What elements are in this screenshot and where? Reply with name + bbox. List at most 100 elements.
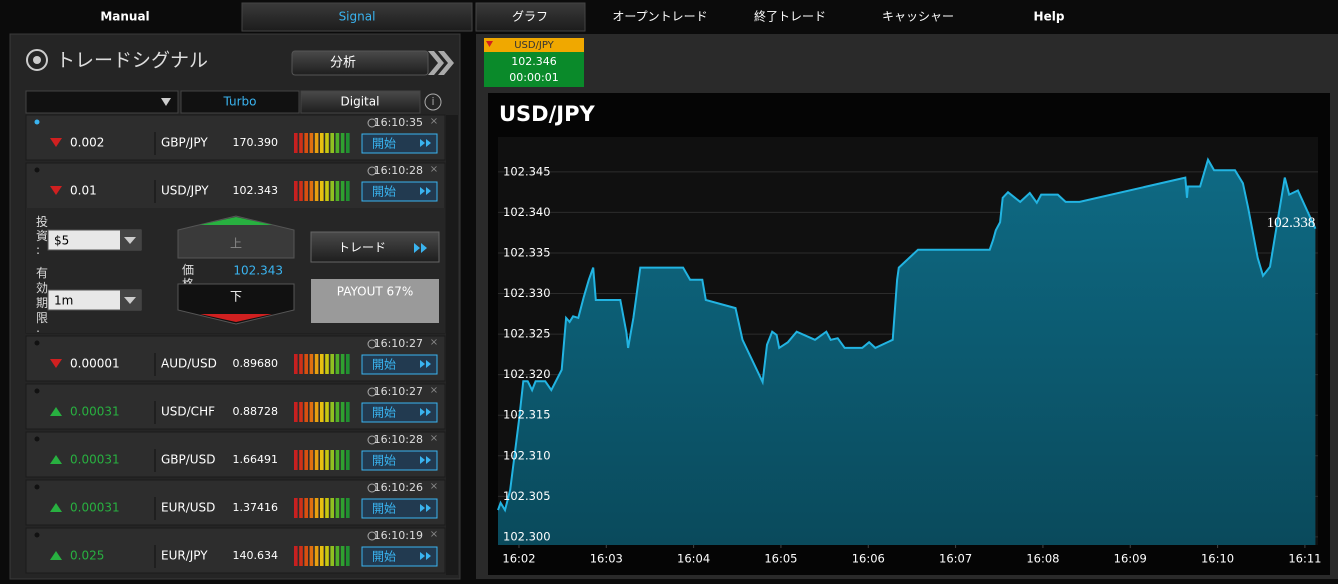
row-pair: EUR/USD xyxy=(161,501,215,515)
start-chevrons xyxy=(420,139,431,147)
down-label[interactable]: 下 xyxy=(230,290,242,304)
start-button[interactable] xyxy=(361,546,438,567)
row-change: 0.002 xyxy=(70,136,104,150)
start-button[interactable] xyxy=(361,133,438,154)
investment-value[interactable]: $5 xyxy=(54,234,69,248)
meter-bar xyxy=(340,498,345,518)
y-tick-label: 102.305 xyxy=(503,489,551,503)
y-tick-label: 102.345 xyxy=(503,164,551,178)
direction-arrow xyxy=(50,503,62,512)
meter-bar xyxy=(325,402,329,422)
start-label[interactable]: 開始 xyxy=(372,137,396,151)
meter-bar xyxy=(294,402,298,422)
start-label[interactable]: 開始 xyxy=(372,454,396,468)
info-icon[interactable] xyxy=(424,93,442,111)
row-price: 140.634 xyxy=(233,549,279,562)
start-chevrons xyxy=(420,552,431,560)
meter-bar xyxy=(346,450,350,470)
start-label[interactable]: 開始 xyxy=(372,502,396,516)
direction-arrow xyxy=(50,551,62,560)
area-fill xyxy=(498,159,1316,545)
meter-bar xyxy=(320,133,324,153)
start-button[interactable] xyxy=(361,450,438,471)
tab[interactable]: 終了トレード xyxy=(754,9,826,24)
clock-icon xyxy=(367,118,377,128)
row-change: 0.00031 xyxy=(70,501,120,515)
meter-bar xyxy=(346,546,350,566)
clock-icon xyxy=(367,166,377,176)
trade-label[interactable]: トレード xyxy=(338,241,386,255)
start-chevrons xyxy=(420,408,431,416)
turbo-label[interactable]: Turbo xyxy=(222,95,256,109)
ticker-pair: USD/JPY xyxy=(514,40,554,51)
meter-bar xyxy=(330,402,334,422)
start-button[interactable] xyxy=(361,402,438,423)
row-close[interactable]: × xyxy=(430,433,438,444)
meter-bar xyxy=(335,546,340,566)
ticker-header xyxy=(484,38,584,52)
start-button[interactable] xyxy=(361,181,438,202)
tab[interactable]: キャッシャー xyxy=(882,10,954,24)
meter-bar xyxy=(314,181,319,201)
graph-tab-box[interactable] xyxy=(475,2,586,32)
row-change: 0.00001 xyxy=(70,357,120,371)
tab[interactable]: グラフ xyxy=(512,10,548,24)
turbo-tab[interactable] xyxy=(180,90,300,114)
tab[interactable]: Signal xyxy=(339,10,376,24)
meter-bar xyxy=(299,546,303,566)
price-line xyxy=(497,157,1317,513)
digital-label[interactable]: Digital xyxy=(341,95,380,109)
down-accent xyxy=(200,314,272,322)
row-pair: EUR/JPY xyxy=(161,549,208,563)
ticker-price: 102.346 xyxy=(511,55,557,68)
meter-bar xyxy=(314,546,319,566)
meter-bar xyxy=(314,402,319,422)
row-dot xyxy=(34,119,40,125)
form-price: 102.343 xyxy=(233,264,283,278)
expiry-value[interactable]: 1m xyxy=(54,294,73,308)
start-button[interactable] xyxy=(361,498,438,519)
tab[interactable]: Help xyxy=(1034,10,1065,24)
meter-bar xyxy=(335,450,340,470)
row-dot xyxy=(34,167,40,173)
row-time: 16:10:28 xyxy=(374,164,423,177)
analyze-label[interactable]: 分析 xyxy=(330,56,356,71)
row-close[interactable]: × xyxy=(430,481,438,492)
filter-dropdown[interactable] xyxy=(25,90,179,114)
start-label[interactable]: 開始 xyxy=(372,406,396,420)
row-close[interactable]: × xyxy=(430,337,438,348)
row-dot xyxy=(34,340,40,346)
meter-bar xyxy=(299,133,303,153)
digital-tab[interactable] xyxy=(300,90,421,114)
start-label[interactable]: 開始 xyxy=(372,185,396,199)
start-label[interactable]: 開始 xyxy=(372,358,396,372)
x-tick-label: 16:10 xyxy=(1201,552,1234,566)
row-close[interactable]: × xyxy=(430,164,438,175)
direction-arrow xyxy=(50,455,62,464)
payout-box xyxy=(311,279,439,323)
meter-bar xyxy=(330,498,334,518)
up-button[interactable] xyxy=(177,215,295,259)
row-close[interactable]: × xyxy=(430,529,438,540)
row-dot xyxy=(34,484,40,490)
meter-bar xyxy=(309,450,314,470)
tab[interactable]: オープントレード xyxy=(612,10,707,24)
meter-bar xyxy=(330,450,334,470)
analyze-button[interactable] xyxy=(291,50,429,76)
tab[interactable]: Manual xyxy=(100,10,149,24)
x-tick-label: 16:03 xyxy=(590,552,623,566)
start-button[interactable] xyxy=(361,354,438,375)
meter-bar xyxy=(346,402,350,422)
x-tick-label: 16:11 xyxy=(1288,552,1321,566)
signal-tab-box[interactable] xyxy=(241,2,473,32)
y-tick-label: 102.325 xyxy=(503,327,551,341)
meter-bar xyxy=(314,133,319,153)
row-close[interactable]: × xyxy=(430,116,438,127)
meter-bar xyxy=(330,181,334,201)
up-label[interactable]: 上 xyxy=(230,237,242,251)
row-close[interactable]: × xyxy=(430,385,438,396)
start-label[interactable]: 開始 xyxy=(372,550,396,564)
trade-button[interactable] xyxy=(310,231,440,263)
meter-bar xyxy=(340,402,345,422)
meter-bar xyxy=(320,402,324,422)
